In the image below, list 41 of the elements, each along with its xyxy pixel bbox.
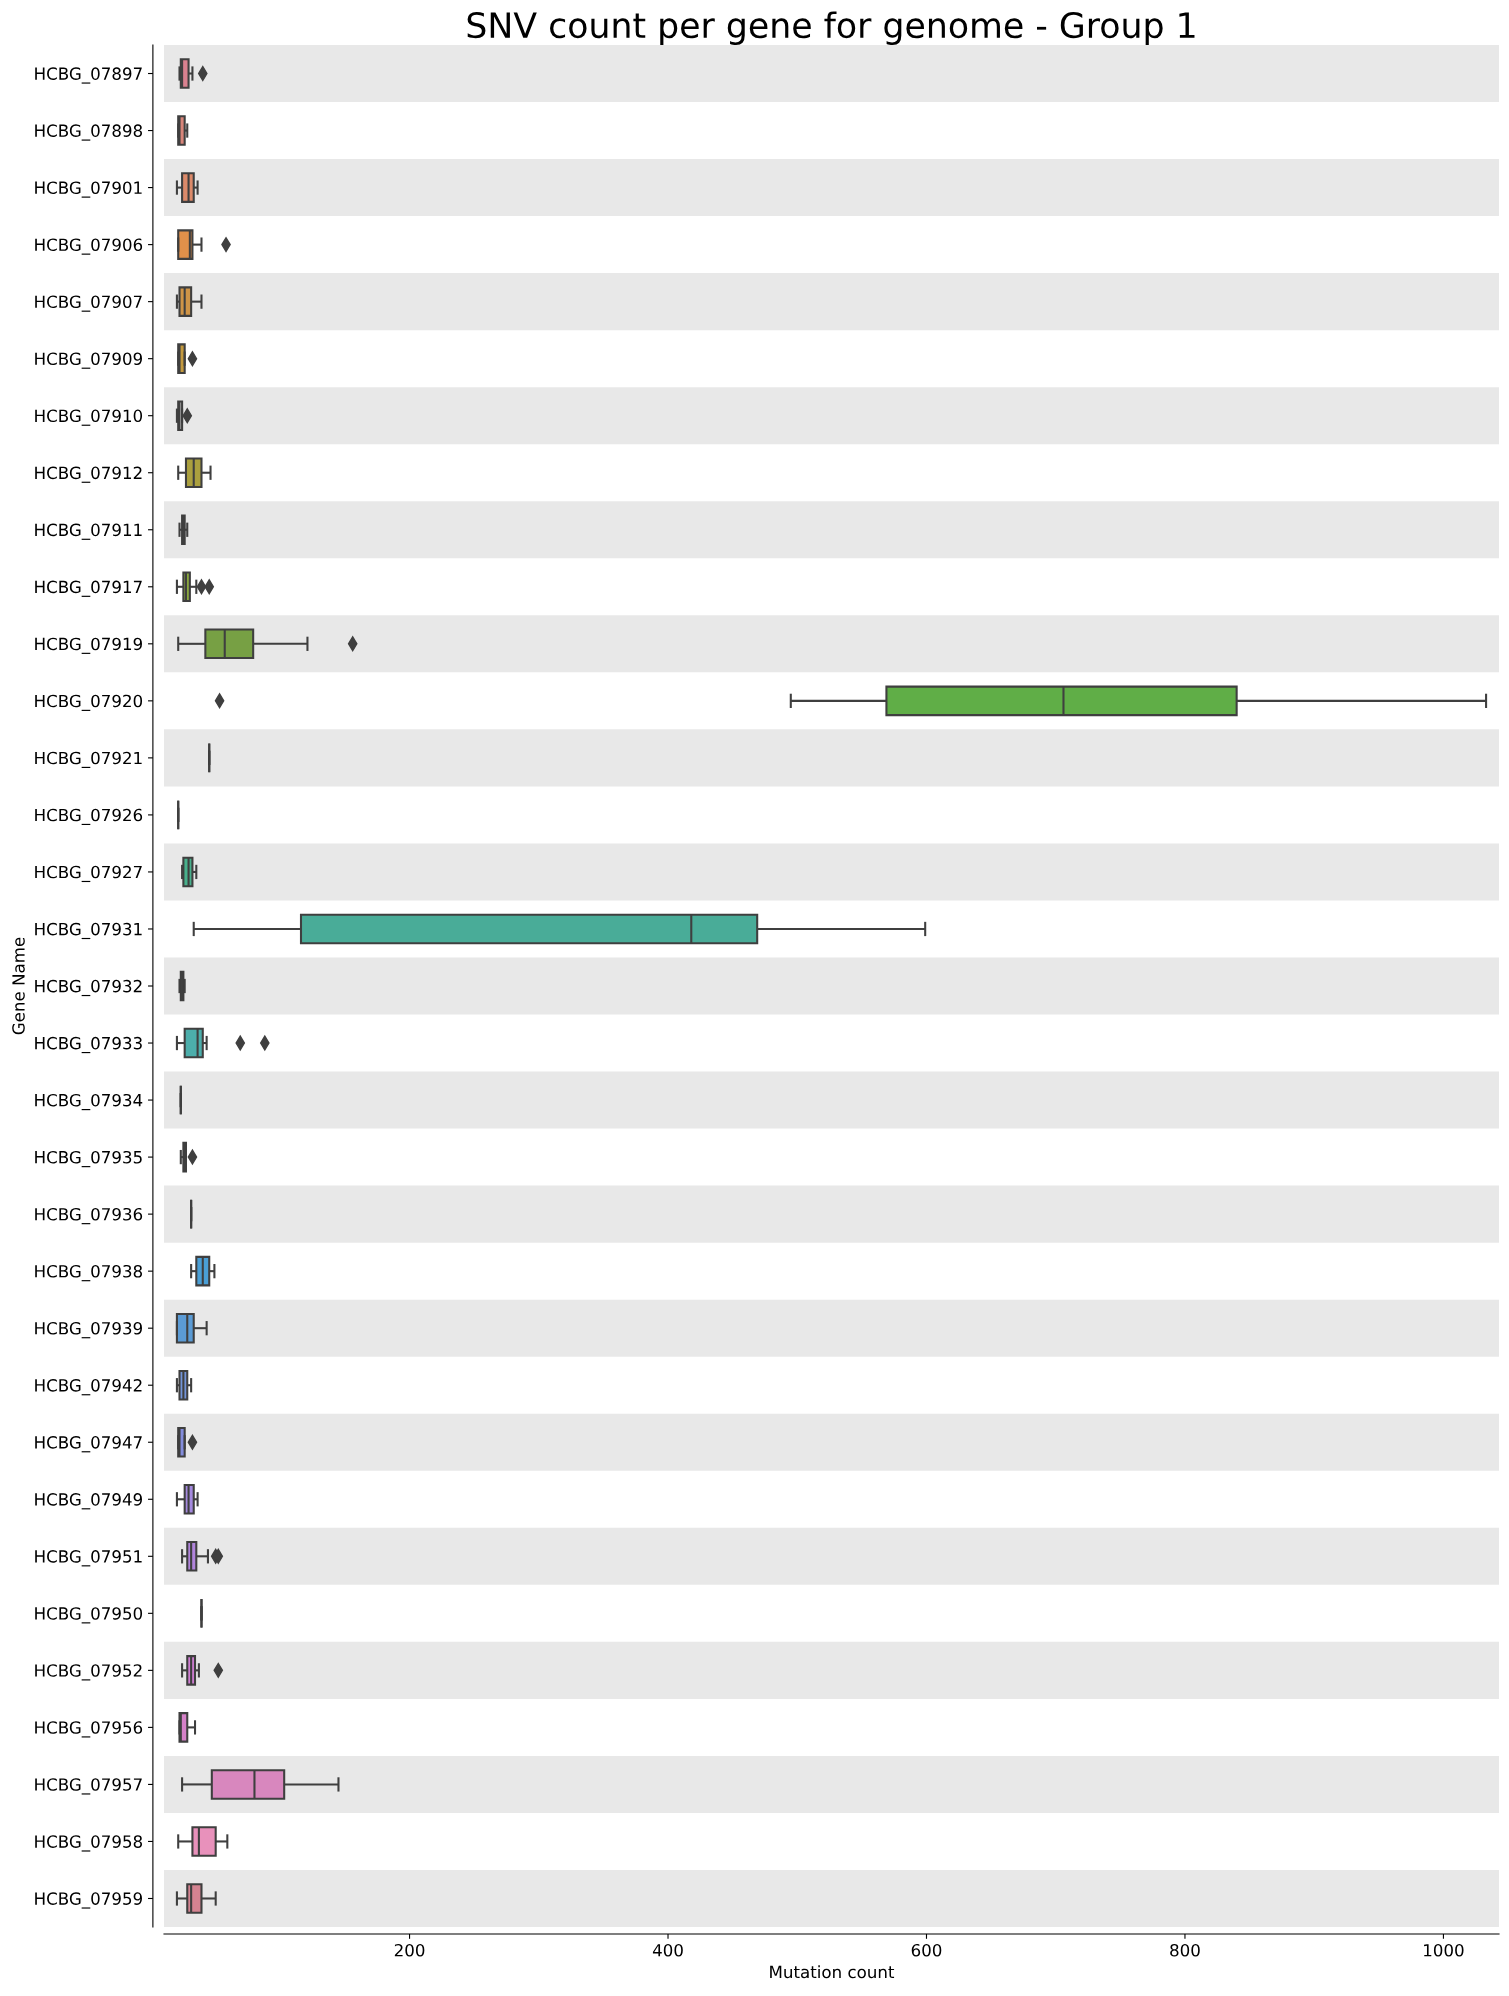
y-tick-label: HCBG_07952 — [35, 1664, 142, 1681]
y-tick-label: HCBG_07933 — [35, 1036, 142, 1054]
y-tick-label: HCBG_07920 — [35, 694, 143, 711]
y-tick-label: HCBG_07912 — [35, 466, 142, 483]
x-axis-title: Mutation count — [770, 1965, 895, 1979]
y-tick-label: HCBG_07947 — [35, 1436, 142, 1453]
x-tick-label: 1000 — [1424, 1943, 1464, 1957]
y-tick-label: HCBG_07907 — [35, 295, 142, 312]
y-tick-label: HCBG_07958 — [35, 1835, 143, 1852]
x-tick-label: 800 — [1170, 1943, 1200, 1957]
y-axis-title: Gene Name — [12, 937, 25, 1035]
y-tick-label: HCBG_07936 — [35, 1207, 143, 1225]
y-tick-label: HCBG_07959 — [35, 1892, 142, 1909]
y-tick-label: HCBG_07950 — [35, 1607, 143, 1624]
y-tick-label: HCBG_07897 — [35, 67, 142, 84]
y-tick-label: HCBG_07917 — [35, 580, 142, 597]
y-tick-label: HCBG_07910 — [35, 409, 143, 426]
y-tick-label: HCBG_07938 — [35, 1264, 143, 1282]
y-tick-label: HCBG_07921 — [35, 751, 142, 768]
x-tick-label: 200 — [394, 1943, 425, 1957]
y-tick-label: HCBG_07906 — [35, 238, 143, 255]
y-tick-label: HCBG_07927 — [35, 865, 142, 883]
chart-title: SNV count per gene for genome - Group 1 — [467, 11, 1195, 45]
y-tick-label: HCBG_07898 — [35, 124, 143, 141]
y-tick-label: HCBG_07956 — [35, 1721, 143, 1738]
y-tick-label: HCBG_07935 — [35, 1150, 142, 1168]
y-tick-label: HCBG_07926 — [35, 808, 143, 826]
y-tick-label: HCBG_07934 — [35, 1093, 143, 1111]
y-tick-label: HCBG_07939 — [35, 1322, 142, 1339]
y-tick-label: HCBG_07957 — [35, 1778, 142, 1795]
y-tick-label: HCBG_07919 — [35, 637, 142, 654]
y-tick-label: HCBG_07949 — [35, 1493, 142, 1510]
y-tick-label: HCBG_07931 — [35, 922, 142, 940]
x-tick-label: 600 — [911, 1943, 942, 1957]
y-tick-label: HCBG_07932 — [35, 979, 142, 997]
y-tick-label: HCBG_07901 — [35, 181, 142, 198]
y-tick-label: HCBG_07951 — [35, 1550, 142, 1567]
y-tick-label: HCBG_07942 — [35, 1379, 142, 1396]
x-tick-label: 400 — [652, 1943, 683, 1957]
y-tick-label: HCBG_07911 — [35, 523, 142, 540]
y-tick-label: HCBG_07909 — [35, 352, 142, 369]
